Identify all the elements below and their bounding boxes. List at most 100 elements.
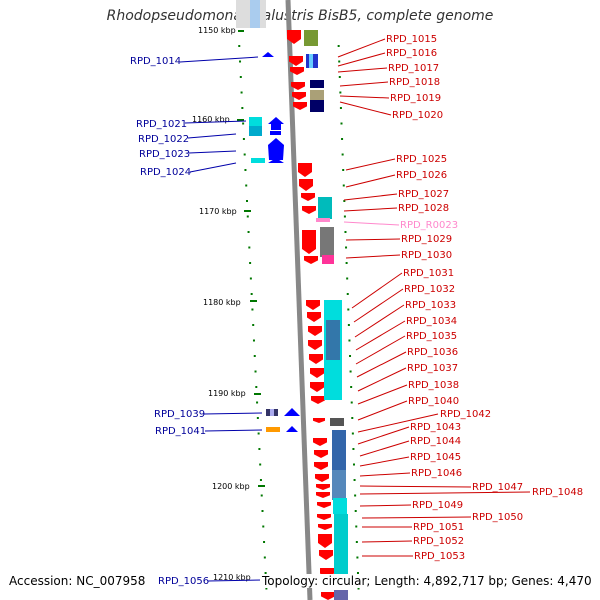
scale-tick — [345, 262, 348, 264]
scale-tick — [344, 231, 347, 233]
gene-label-right[interactable]: RPD_1049 — [412, 500, 463, 511]
gene-label-left[interactable]: RPD_1021 — [136, 119, 187, 130]
gene-label-right[interactable]: RPD_1053 — [414, 551, 465, 562]
forward-gene-arrow — [314, 450, 328, 458]
leader-line — [343, 221, 400, 226]
rna-gene — [316, 218, 330, 222]
gene-label-right[interactable]: RPD_R0023 — [400, 220, 458, 231]
gene-label-left[interactable]: RPD_1022 — [138, 134, 189, 145]
scale-tick — [254, 370, 257, 373]
gene-label-right[interactable]: RPD_1017 — [388, 63, 439, 74]
gene-label-right[interactable]: RPD_1052 — [413, 536, 464, 547]
scale-tick — [349, 355, 352, 357]
scale-tick — [343, 215, 346, 218]
gene-label-right[interactable]: RPD_1048 — [532, 487, 583, 498]
gene-label-right[interactable]: RPD_1026 — [396, 170, 447, 181]
gene-label-left[interactable]: RPD_1041 — [155, 426, 206, 437]
gene-label-right[interactable]: RPD_1030 — [401, 250, 452, 261]
scale-tick — [347, 308, 350, 311]
scale-tick — [238, 45, 241, 47]
gene-label-right[interactable]: RPD_1034 — [406, 316, 457, 327]
gene-label-right[interactable]: RPD_1042 — [440, 409, 491, 420]
gene-label-right[interactable]: RPD_1016 — [386, 48, 437, 59]
leader-line — [355, 320, 406, 351]
scale-tick — [339, 91, 342, 94]
scale-label: 1180 kbp — [203, 298, 241, 307]
leader-line — [357, 413, 439, 433]
gene-label-right[interactable]: RPD_1040 — [408, 396, 459, 407]
scale-tick — [259, 479, 262, 481]
gene-label-left[interactable]: RPD_1014 — [130, 56, 181, 67]
scale-tick — [349, 370, 352, 373]
gene-label-right[interactable]: RPD_1038 — [408, 380, 459, 391]
leader-line — [359, 504, 412, 507]
reverse-gene-arrow — [262, 52, 274, 57]
gene-label-right[interactable]: RPD_1033 — [405, 300, 456, 311]
leader-line — [357, 367, 407, 392]
scale-tick — [261, 510, 264, 512]
genome-title: Rhodopseudomonas palustris BisB5, comple… — [106, 8, 494, 24]
scale-tick — [251, 308, 254, 311]
gene-block — [333, 498, 347, 514]
gene-label-right[interactable]: RPD_1043 — [410, 422, 461, 433]
gene-label-right[interactable]: RPD_1035 — [406, 331, 457, 342]
gene-block — [249, 126, 262, 136]
scale-tick — [338, 76, 341, 78]
gene-label-left[interactable]: RPD_1039 — [154, 409, 205, 420]
leader-line — [339, 81, 389, 87]
scale-tick — [249, 262, 252, 264]
gene-block — [326, 320, 340, 360]
gene-label-right[interactable]: RPD_1028 — [398, 203, 449, 214]
gene-block — [250, 0, 260, 28]
gene-label-right[interactable]: RPD_1018 — [389, 77, 440, 88]
gene-label-right[interactable]: RPD_1019 — [390, 93, 441, 104]
forward-gene-arrow — [290, 67, 304, 75]
scale-label: 1210 kbp — [213, 573, 251, 582]
gene-label-right[interactable]: RPD_1027 — [398, 189, 449, 200]
reverse-gene-arrow — [270, 131, 281, 135]
forward-gene-arrow — [316, 484, 330, 490]
gene-block — [304, 30, 318, 46]
leader-line — [361, 516, 472, 519]
scale-tick — [263, 556, 266, 559]
gene-label-right[interactable]: RPD_1029 — [401, 234, 452, 245]
forward-gene-arrow — [310, 382, 324, 392]
forward-gene-arrow — [302, 230, 316, 254]
gene-block — [309, 54, 313, 68]
leader-line — [337, 67, 388, 73]
gene-label-right[interactable]: RPD_1045 — [410, 452, 461, 463]
leader-line — [339, 95, 390, 99]
gene-label-left[interactable]: RPD_1023 — [139, 149, 190, 160]
gene-block — [270, 409, 274, 416]
gene-label-left[interactable]: RPD_1024 — [140, 167, 191, 178]
gene-label-right[interactable]: RPD_1044 — [410, 436, 461, 447]
scale-tick — [265, 587, 268, 590]
gene-label-right[interactable]: RPD_1031 — [403, 268, 454, 279]
leader-line — [345, 238, 401, 241]
gene-label-right[interactable]: RPD_1037 — [407, 363, 458, 374]
scale-tick — [260, 494, 263, 497]
gene-label-left[interactable]: RPD_1056 — [158, 576, 209, 587]
leader-line — [184, 120, 247, 124]
gene-label-right[interactable]: RPD_1050 — [472, 512, 523, 523]
scale-tick — [245, 184, 248, 187]
gene-label-right[interactable]: RPD_1036 — [407, 347, 458, 358]
gene-block — [320, 227, 334, 257]
scale-tick — [256, 417, 259, 419]
gene-block — [330, 418, 344, 426]
gene-label-right[interactable]: RPD_1051 — [413, 522, 464, 533]
gene-label-right[interactable]: RPD_1032 — [404, 284, 455, 295]
leader-line — [351, 272, 403, 309]
gene-label-right[interactable]: RPD_1025 — [396, 154, 447, 165]
scale-tick — [240, 91, 243, 94]
gene-label-right[interactable]: RPD_1046 — [411, 468, 462, 479]
leader-line — [359, 472, 411, 477]
gene-label-right[interactable]: RPD_1015 — [386, 34, 437, 45]
scale-tick — [350, 386, 353, 388]
label-leader-lines — [179, 38, 531, 582]
gene-label-right[interactable]: RPD_1047 — [472, 482, 523, 493]
scale-tick — [239, 60, 242, 63]
gene-label-right[interactable]: RPD_1020 — [392, 110, 443, 121]
scale-tick — [352, 463, 355, 466]
gene-block — [334, 590, 348, 600]
